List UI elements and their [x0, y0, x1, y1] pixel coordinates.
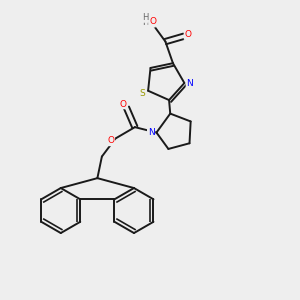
Text: N: N: [186, 79, 193, 88]
Text: O: O: [119, 100, 126, 109]
Text: O: O: [107, 136, 114, 146]
Text: O: O: [149, 17, 156, 26]
Text: HO: HO: [142, 18, 155, 27]
Text: O: O: [184, 30, 191, 39]
Text: N: N: [148, 128, 154, 137]
Text: S: S: [140, 89, 146, 98]
Text: H: H: [142, 13, 148, 22]
